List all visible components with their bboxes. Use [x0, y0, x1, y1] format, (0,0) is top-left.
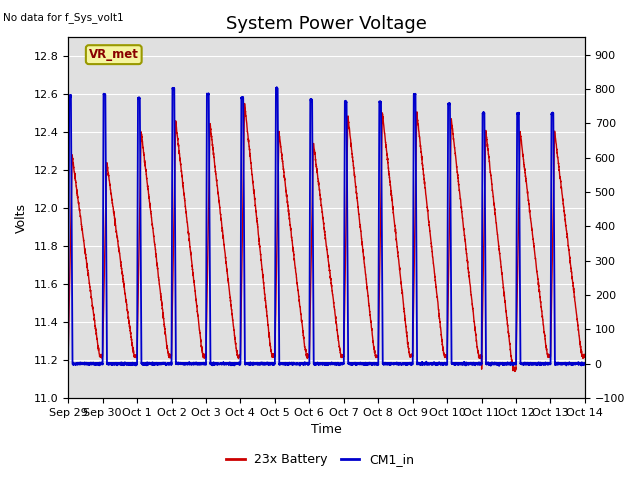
- X-axis label: Time: Time: [311, 423, 342, 436]
- Text: No data for f_Sys_volt1: No data for f_Sys_volt1: [3, 12, 124, 23]
- Text: VR_met: VR_met: [89, 48, 139, 61]
- Legend: 23x Battery, CM1_in: 23x Battery, CM1_in: [221, 448, 419, 471]
- Y-axis label: Volts: Volts: [15, 203, 28, 233]
- Title: System Power Voltage: System Power Voltage: [226, 15, 427, 33]
